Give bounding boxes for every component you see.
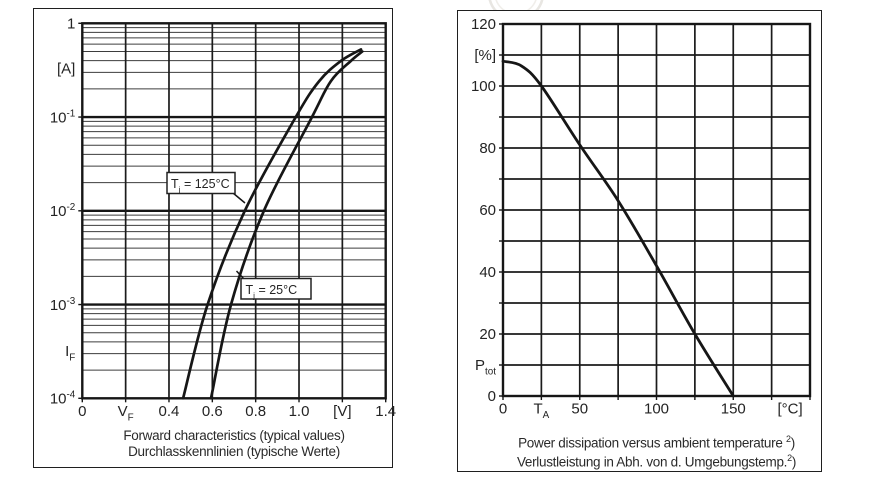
annotation-box (240, 277, 312, 300)
caption-line-en: Forward characteristics (typical values) (123, 428, 345, 443)
tick-label: 1.4 (375, 403, 396, 420)
tick-label: 0 (78, 403, 86, 420)
power-derating-caption: Power dissipation versus ambient tempera… (503, 432, 810, 470)
annotation-tj-25c: Tj = 25°C (235, 270, 312, 301)
tick-label: 40 (479, 264, 496, 281)
tick-label: Ptot (475, 357, 496, 378)
forward-curve-tj-125c (181, 48, 363, 400)
tick-label: 50 (571, 401, 588, 418)
forward-characteristics-chart: 1 [A] 10-1 10-2 10-3 IF 10-40 VF 0.4 0.6 0.8 1.0 [V]… (50, 16, 396, 424)
curves (181, 48, 364, 400)
caption-text: Power dissipation versus ambient tempera… (518, 435, 786, 451)
tick-label: [%] (474, 47, 496, 64)
tick-label: 10-1 (50, 108, 76, 126)
annotation-leader (235, 270, 245, 280)
caption-line-en: Power dissipation versus ambient tempera… (503, 432, 810, 451)
caption-footnote-sup: 2 (785, 434, 791, 444)
tick-label: [V] (333, 403, 351, 420)
tick-label: 0.4 (159, 403, 180, 420)
grid (503, 24, 810, 396)
caption-line-de: Verlustleistung in Abh. von d. Umgebungs… (503, 451, 810, 470)
tick-label: [A] (57, 61, 75, 78)
annotation-leader (232, 192, 246, 204)
tick-label: 20 (479, 326, 496, 343)
tick-label: 1.0 (289, 403, 310, 420)
annotation-box (166, 171, 236, 195)
x-axis-labels: 0 TA 50 100 150 [°C] (499, 401, 803, 422)
axis-ticks (499, 23, 811, 400)
annotation-tj-125c: Tj = 125°C (166, 171, 246, 204)
tick-label: 150 (721, 401, 746, 418)
tick-label: 80 (479, 140, 496, 157)
tick-label: 100 (471, 78, 496, 95)
annotation-label: Tj = 25°C (246, 283, 298, 301)
tick-label: 120 (471, 16, 496, 33)
tick-label: IF (65, 343, 75, 364)
tick-label: 1 (67, 16, 75, 33)
tick-label: 0 (499, 401, 507, 418)
tick-label: 60 (479, 202, 496, 219)
caption-line-de: Durchlasskennlinien (typische Werte) (128, 443, 340, 459)
plot-border (81, 22, 387, 400)
power-derating-panel: 120 [%] 100 80 60 40 20 Ptot 0 0 TA 50 100 150 [°C] Po… (457, 10, 822, 472)
tick-label: TA (533, 401, 549, 422)
caption-text: Verlustleistung in Abh. von d. Umgebungs… (516, 454, 788, 470)
caption-tail: ) (791, 454, 797, 470)
power-derating-curve (501, 59, 735, 398)
tick-label: 0.8 (245, 403, 266, 420)
axis-ticks (78, 22, 387, 403)
y-axis-labels: 120 [%] 100 80 60 40 20 Ptot 0 (471, 16, 496, 405)
tick-label: 0.6 (202, 403, 223, 420)
forward-characteristics-panel: 1 [A] 10-1 10-2 10-3 IF 10-4 0 VF 0.4 0.6 0.8 1.0 [V]… (33, 8, 396, 468)
grid (82, 23, 386, 399)
tick-label: 100 (644, 401, 669, 418)
tick-label: 10-3 (50, 296, 76, 314)
forward-characteristics-caption: Forward characteristics (typical values)… (82, 428, 386, 459)
x-axis-labels: 0 VF 0.4 0.6 0.8 1.0 [V] 1.4 (78, 403, 396, 424)
curves (501, 59, 735, 398)
caption-tail: ) (790, 435, 796, 451)
power-derating-chart: 120 [%] 100 80 60 40 20 Ptot 00 TA 50 100 150 [°C] (471, 16, 812, 422)
tick-label: [°C] (777, 401, 802, 418)
tick-label: 10-4 (50, 390, 76, 408)
forward-curve-tj-25c (209, 50, 364, 400)
tick-label: 0 (488, 388, 496, 405)
tick-label: 10-2 (50, 202, 75, 220)
caption-footnote-sup: 2 (787, 453, 792, 463)
y-axis-labels: 1 [A] 10-1 10-2 10-3 IF 10-4 (50, 16, 76, 408)
annotation-label: Tj = 125°C (171, 177, 230, 195)
tick-label: VF (118, 403, 134, 424)
